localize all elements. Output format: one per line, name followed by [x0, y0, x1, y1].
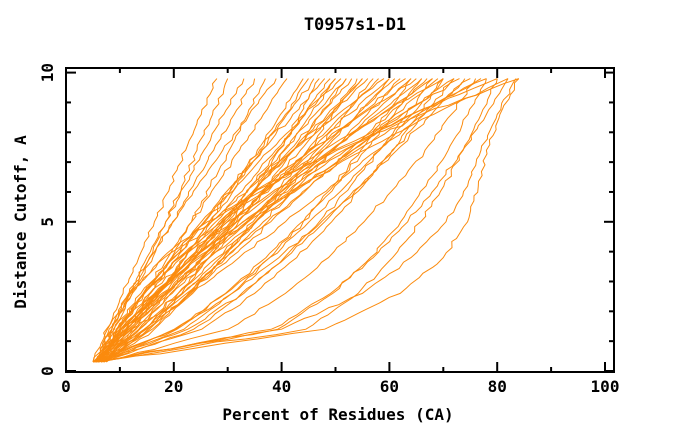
y-axis-label: Distance Cutoff, A	[11, 135, 30, 309]
model-curve	[103, 78, 444, 363]
model-curve	[95, 78, 498, 363]
x-axis-label: Percent of Residues (CA)	[222, 405, 453, 424]
model-curve	[95, 78, 401, 363]
model-curve	[95, 78, 277, 363]
x-tick-label: 100	[591, 377, 620, 396]
model-curve	[106, 78, 347, 363]
tick-labels-group: 0 20 40 60 80 100 0 5 10	[38, 63, 619, 396]
model-curve	[100, 78, 320, 363]
x-tick-label: 80	[488, 377, 507, 396]
model-curve	[98, 78, 444, 363]
model-curve	[100, 78, 509, 363]
y-tick-label: 0	[38, 366, 57, 376]
x-tick-label: 40	[272, 377, 291, 396]
x-tick-label: 60	[380, 377, 399, 396]
model-curve	[92, 78, 487, 363]
chart-title: T0957s1-D1	[304, 15, 406, 35]
y-tick-label: 5	[38, 217, 57, 227]
model-curve	[103, 78, 433, 363]
model-curve	[100, 78, 439, 363]
x-tick-label: 0	[61, 377, 71, 396]
model-curve	[100, 78, 455, 363]
model-curve	[100, 78, 417, 363]
axis-ticks-group	[65, 68, 614, 372]
model-curve	[97, 78, 498, 363]
model-curve	[98, 78, 412, 363]
model-curve	[100, 78, 482, 363]
model-curve	[103, 78, 471, 363]
model-curve	[95, 78, 520, 363]
model-curve	[97, 78, 390, 363]
model-curve	[92, 78, 517, 363]
y-tick-label: 10	[38, 63, 57, 82]
model-curves-group	[92, 78, 520, 363]
model-curve	[103, 78, 487, 363]
model-curve	[105, 78, 519, 363]
model-curve	[100, 78, 477, 363]
model-curve	[98, 78, 509, 363]
model-curve	[92, 78, 218, 363]
plot-frame	[65, 67, 615, 373]
model-curve	[95, 78, 466, 363]
model-curve	[97, 78, 347, 363]
x-tick-label: 20	[164, 377, 183, 396]
